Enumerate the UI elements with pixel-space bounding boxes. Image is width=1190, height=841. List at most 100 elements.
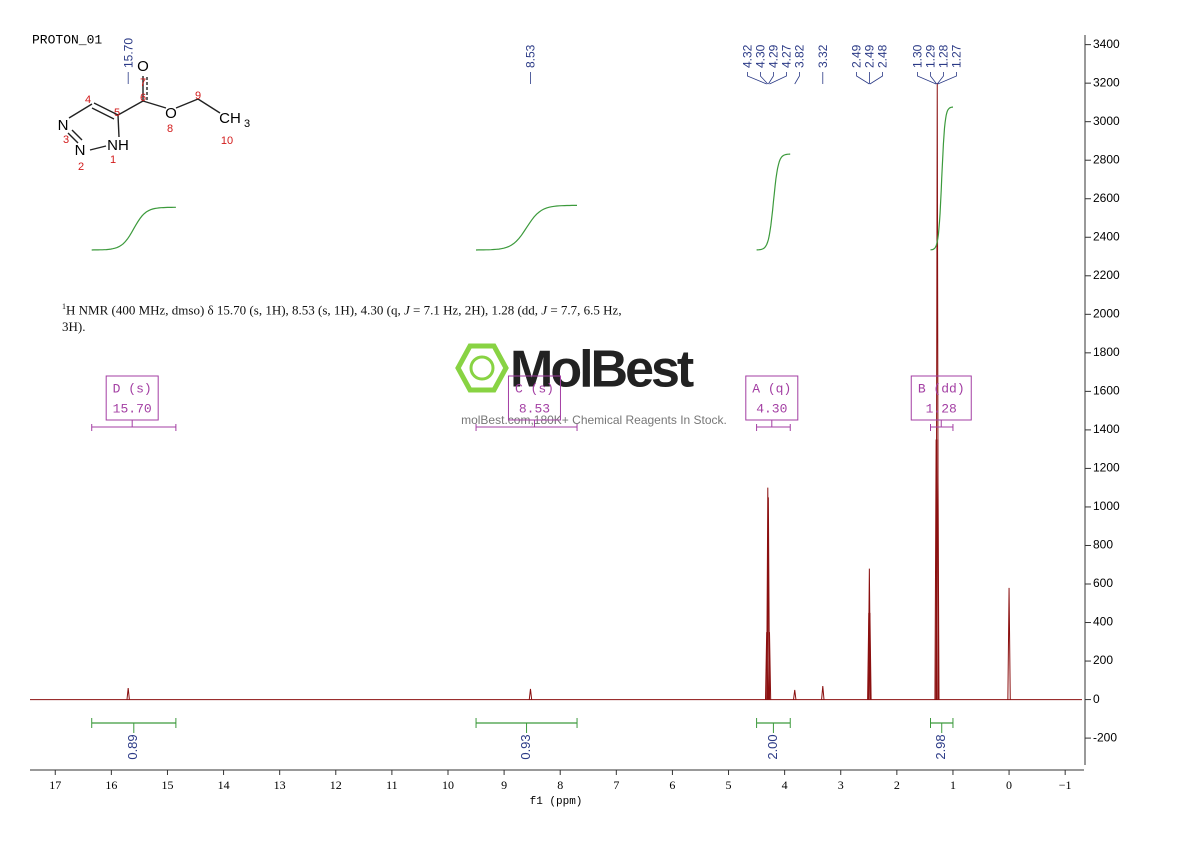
peak-label: 2.48 (876, 44, 890, 68)
x-axis-label: f1 (ppm) (530, 796, 583, 808)
chart-title: PROTON_01 (32, 32, 102, 47)
atom-number: 6 (140, 92, 146, 104)
peak-label: 2.49 (863, 44, 877, 68)
atom-number: 2 (78, 161, 84, 173)
peak (767, 632, 772, 700)
x-tick-label: 2 (894, 778, 900, 792)
integral-label: 0.89 (125, 734, 140, 759)
y-tick-label: 1400 (1093, 422, 1120, 436)
peak-label: 4.30 (754, 44, 768, 68)
multiplet-shift: 15.70 (113, 401, 152, 416)
atom-number: 9 (195, 90, 201, 102)
peak-label-leader (747, 72, 767, 85)
atom-number: 1 (110, 154, 116, 166)
bond (93, 102, 119, 116)
integral-curve (930, 106, 953, 251)
multiplet-label: A (q) (752, 381, 791, 396)
bond (142, 100, 167, 109)
x-tick-label: 8 (557, 778, 563, 792)
watermark-logo: MolBest (510, 341, 694, 399)
y-tick-label: 1200 (1093, 461, 1120, 475)
y-tick-label: 3200 (1093, 75, 1120, 89)
description-part: H NMR (400 MHz, dmso) δ 15.70 (s, 1H), 8… (66, 302, 404, 318)
peak-label-leader (794, 72, 800, 85)
multiplet-shift: 8.53 (519, 401, 550, 416)
peak (766, 487, 770, 700)
peak-label: 1.29 (924, 44, 938, 68)
y-tick-label: 2400 (1093, 229, 1120, 243)
x-tick-label: 13 (274, 778, 286, 792)
x-tick-label: 7 (613, 778, 619, 792)
atom-number: 3 (63, 134, 69, 146)
x-tick-label: 9 (501, 778, 507, 792)
x-tick-label: 5 (726, 778, 732, 792)
integral-curve (475, 204, 577, 251)
peak (528, 688, 533, 700)
x-tick-label: 6 (669, 778, 675, 792)
atom-label: N (75, 142, 86, 159)
peak-label-leader (917, 72, 937, 85)
peak (1007, 587, 1011, 700)
peak-label: 3.32 (816, 44, 830, 68)
peak (868, 612, 872, 700)
peak-label: 8.53 (524, 44, 538, 68)
bond (175, 98, 199, 109)
peak (936, 439, 940, 700)
peak (126, 687, 130, 700)
y-tick-label: 2600 (1093, 191, 1120, 205)
y-tick-label: 3000 (1093, 114, 1120, 128)
watermark-tagline: molBest.com,180K+ Chemical Reagents In S… (461, 413, 727, 427)
x-tick-label: 10 (442, 778, 454, 792)
y-tick-label: 2200 (1093, 268, 1120, 282)
y-tick-label: 800 (1093, 538, 1113, 552)
peak-label-leader (930, 72, 937, 85)
peak-label-leader (760, 72, 769, 85)
peak-label-leader (856, 72, 870, 85)
description-part: = 7.1 Hz, 2H), 1.28 (dd, (409, 302, 542, 318)
description-part: J (403, 302, 410, 318)
bond (91, 107, 115, 120)
hexagon (455, 343, 509, 393)
x-tick-label: 14 (218, 778, 230, 792)
multiplet-shift: 4.30 (756, 401, 787, 416)
y-tick-label: 600 (1093, 576, 1113, 590)
atom-number: 4 (85, 94, 91, 106)
x-tick-label: 16 (105, 778, 117, 792)
y-tick-label: 200 (1093, 653, 1113, 667)
peak-label: 3.82 (793, 44, 807, 68)
peak-label: 2.49 (850, 44, 864, 68)
integral-label: 0.93 (518, 734, 533, 759)
multiplet-label: C (s) (515, 381, 554, 396)
peak-label: 4.27 (780, 44, 794, 68)
x-tick-label: 1 (950, 778, 956, 792)
molecule-bonds (67, 76, 221, 151)
atom-number: 8 (167, 123, 173, 135)
integral-curve (756, 153, 791, 251)
x-tick-label: 0 (1006, 778, 1012, 792)
atom-label: O (165, 105, 177, 122)
bond (117, 100, 144, 116)
y-tick-label: 1800 (1093, 345, 1120, 359)
peak-label: 4.29 (767, 44, 781, 68)
peak-label: 4.32 (741, 44, 755, 68)
integral-label: 2.00 (765, 734, 780, 759)
peak-label-leader (936, 72, 944, 85)
atom-label: NH (107, 137, 129, 154)
atom-subscript: 3 (244, 118, 250, 130)
atom-label: O (137, 58, 149, 75)
x-tick-label: 15 (161, 778, 173, 792)
x-tick-label: 17 (49, 778, 61, 792)
peak-label-leader (769, 72, 787, 85)
atom-number: 5 (114, 107, 120, 119)
bond (197, 98, 221, 114)
y-tick-label: 1000 (1093, 499, 1120, 513)
y-tick-label: -200 (1093, 730, 1117, 744)
multiplet-label: B (dd) (918, 381, 965, 396)
peak-label: 1.27 (950, 44, 964, 68)
description-part: = 7.7, 6.5 Hz, 3H). (62, 302, 622, 335)
integral-curve (91, 206, 176, 251)
x-tick-label: 11 (386, 778, 398, 792)
bond (68, 103, 93, 119)
